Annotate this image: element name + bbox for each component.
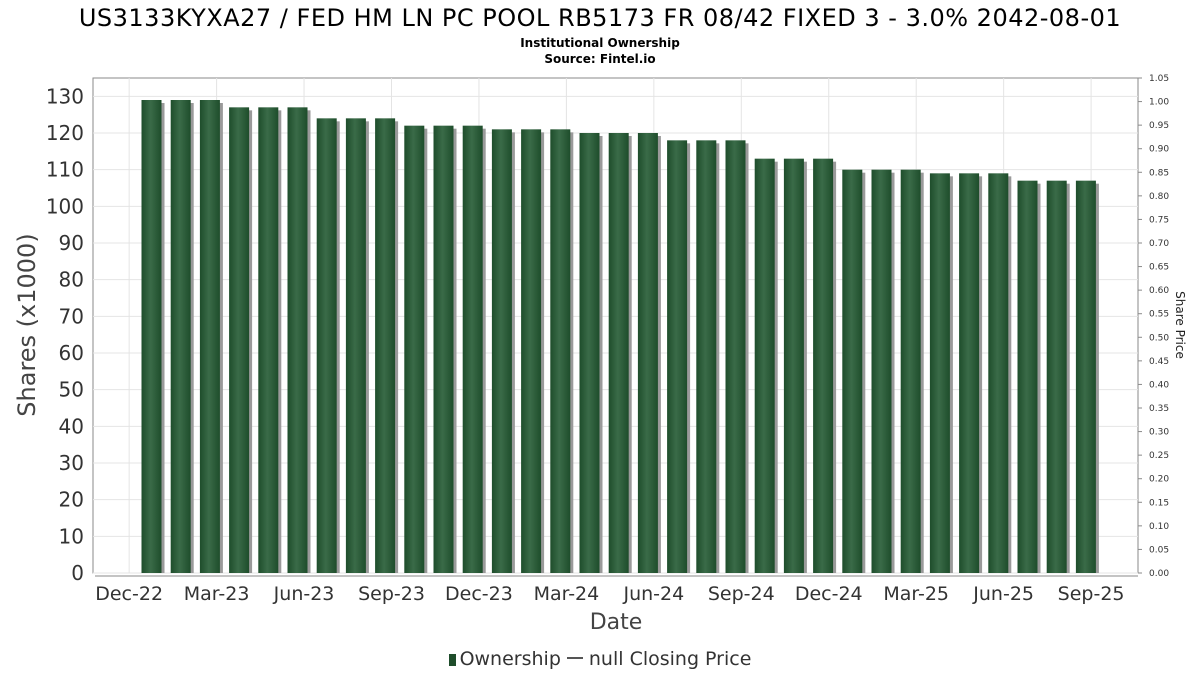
y2-tick-label: 0.45 <box>1149 357 1169 367</box>
y2-tick-label: 0.35 <box>1149 404 1169 414</box>
ownership-bar <box>462 125 483 574</box>
x-tick-label: Mar-25 <box>883 583 949 605</box>
ownership-bar <box>404 125 425 574</box>
y2-tick-label: 0.05 <box>1149 545 1169 555</box>
y-tick-label: 60 <box>59 341 84 365</box>
ownership-bar <box>345 118 366 573</box>
ownership-bar <box>433 125 454 574</box>
y2-tick-label: 1.05 <box>1149 74 1169 84</box>
y2-tick-label: 0.30 <box>1149 428 1169 438</box>
chart-title: US3133KYXA27 / FED HM LN PC POOL RB5173 … <box>78 4 1122 32</box>
x-tick-label: Dec-22 <box>95 583 163 605</box>
ownership-bar <box>258 107 279 573</box>
y2-tick-label: 0.15 <box>1149 498 1169 508</box>
ownership-bar <box>783 158 804 573</box>
y-tick-label: 120 <box>46 121 84 145</box>
ownership-legend-label: Ownership <box>459 648 561 670</box>
ownership-bar <box>929 173 950 574</box>
ownership-bar <box>725 140 746 574</box>
x-tick-label: Sep-24 <box>708 583 775 605</box>
ownership-bar <box>491 129 512 574</box>
ownership-bar <box>813 158 834 573</box>
y-axis-title: Shares (x1000) <box>13 233 41 416</box>
x-tick-label: Dec-24 <box>795 583 863 605</box>
y-tick-label: 0 <box>71 561 84 585</box>
x-tick-label: Jun-24 <box>622 583 684 605</box>
y2-tick-label: 0.75 <box>1149 215 1169 225</box>
x-axis-title: Date <box>590 610 643 635</box>
y-tick-label: 90 <box>59 231 84 255</box>
y-tick-label: 80 <box>59 268 84 292</box>
chart-subtitle: Institutional Ownership <box>520 36 680 50</box>
ownership-legend-swatch <box>448 654 456 666</box>
ownership-bar <box>667 140 688 574</box>
ownership-bar <box>1046 180 1067 573</box>
ownership-bar <box>521 129 542 574</box>
y-tick-label: 50 <box>59 378 84 402</box>
y-tick-label: 30 <box>59 451 84 475</box>
ownership-bar <box>550 129 571 574</box>
y2-tick-label: 0.40 <box>1149 380 1169 390</box>
y2-tick-label: 0.25 <box>1149 451 1169 461</box>
closing-price-legend-line <box>566 657 583 659</box>
y-tick-label: 70 <box>59 304 84 328</box>
ownership-bar <box>229 107 250 573</box>
y2-tick-label: 0.85 <box>1149 168 1169 178</box>
closing-price-legend-label: null Closing Price <box>588 648 752 670</box>
y2-tick-label: 0.95 <box>1149 121 1169 131</box>
x-tick-label: Sep-25 <box>1058 583 1125 605</box>
ownership-bar <box>170 100 191 573</box>
x-tick-label: Mar-24 <box>534 583 600 605</box>
y-tick-label: 40 <box>59 414 84 438</box>
ownership-bar <box>141 100 162 573</box>
x-tick-label: Jun-23 <box>273 583 335 605</box>
ownership-bar <box>959 173 980 574</box>
y2-tick-label: 0.50 <box>1149 333 1169 343</box>
ownership-bar <box>1017 180 1038 573</box>
x-tick-label: Jun-25 <box>972 583 1034 605</box>
ownership-bar <box>900 169 921 573</box>
y2-tick-label: 0.70 <box>1149 239 1169 249</box>
ownership-bar <box>988 173 1009 574</box>
y2-tick-label: 0.20 <box>1149 475 1169 485</box>
ownership-bar <box>375 118 396 573</box>
y2-tick-label: 0.90 <box>1149 145 1169 155</box>
ownership-bar <box>637 133 658 573</box>
y2-tick-label: 0.00 <box>1149 569 1169 579</box>
y2-tick-label: 0.80 <box>1149 192 1169 202</box>
y2-axis-title: Share Price <box>1173 291 1187 359</box>
y-tick-label: 10 <box>59 524 84 548</box>
x-tick-label: Mar-23 <box>184 583 250 605</box>
ownership-bar <box>871 169 892 573</box>
ownership-bar <box>608 133 629 573</box>
ownership-bar <box>316 118 337 573</box>
x-tick-label: Sep-23 <box>358 583 425 605</box>
ownership-bar <box>842 169 863 573</box>
y-tick-label: 130 <box>46 84 84 108</box>
chart-source: Source: Fintel.io <box>544 52 656 66</box>
y2-tick-label: 0.65 <box>1149 263 1169 273</box>
y-tick-label: 20 <box>59 488 84 512</box>
ownership-bar <box>579 133 600 573</box>
x-tick-label: Dec-23 <box>445 583 513 605</box>
ownership-bar <box>754 158 775 573</box>
y2-tick-label: 0.60 <box>1149 286 1169 296</box>
ownership-bar <box>696 140 717 574</box>
chart-legend: Ownership null Closing Price <box>0 648 1200 670</box>
y2-tick-label: 0.55 <box>1149 310 1169 320</box>
ownership-bar <box>1075 180 1096 573</box>
y2-tick-label: 0.10 <box>1149 522 1169 532</box>
ownership-bar <box>199 100 220 573</box>
y-tick-label: 110 <box>46 158 84 182</box>
y2-tick-label: 1.00 <box>1149 98 1169 108</box>
ownership-bar <box>287 107 308 573</box>
y-tick-label: 100 <box>46 194 84 218</box>
